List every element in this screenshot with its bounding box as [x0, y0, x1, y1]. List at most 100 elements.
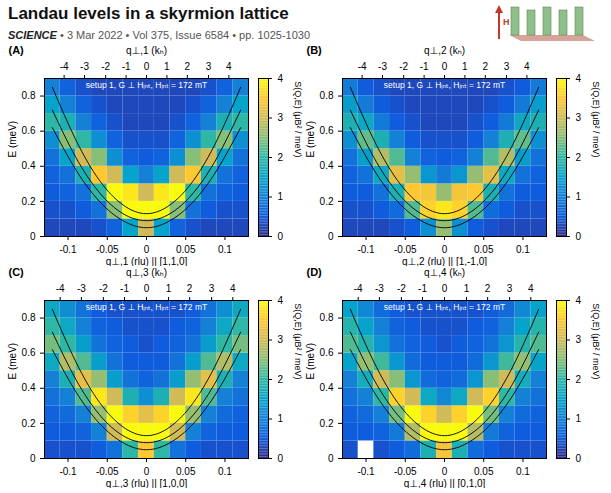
svg-text:-0.1: -0.1: [59, 466, 77, 477]
svg-text:2: 2: [576, 374, 582, 385]
svg-text:0: 0: [30, 231, 36, 242]
svg-text:0: 0: [144, 283, 150, 294]
svg-text:0: 0: [278, 231, 284, 242]
svg-text:-2: -2: [399, 61, 408, 72]
svg-text:4: 4: [230, 283, 236, 294]
svg-text:0: 0: [576, 231, 582, 242]
svg-text:0.05: 0.05: [474, 466, 494, 477]
svg-text:0.4: 0.4: [320, 160, 334, 171]
svg-text:2: 2: [278, 152, 284, 163]
svg-text:0: 0: [328, 231, 334, 242]
svg-text:0.1: 0.1: [218, 466, 232, 477]
svg-text:1: 1: [462, 61, 468, 72]
svg-text:4: 4: [226, 61, 232, 72]
svg-text:q⊥,1 (kₕ): q⊥,1 (kₕ): [126, 45, 167, 56]
svg-text:(C): (C): [9, 266, 25, 278]
svg-text:q⊥,3 (rlu) || [1,0,0]: q⊥,3 (rlu) || [1,0,0]: [106, 478, 188, 489]
svg-text:1: 1: [576, 413, 582, 424]
svg-text:-4: -4: [60, 61, 69, 72]
svg-text:3: 3: [209, 283, 215, 294]
svg-text:4: 4: [278, 73, 284, 84]
svg-text:2: 2: [576, 152, 582, 163]
svg-text:-0.05: -0.05: [96, 466, 119, 477]
svg-text:0: 0: [576, 453, 582, 464]
svg-text:-0.1: -0.1: [357, 244, 375, 255]
svg-text:-2: -2: [101, 61, 110, 72]
svg-text:1: 1: [166, 283, 172, 294]
svg-text:S(Q,E) (μB² / meV): S(Q,E) (μB² / meV): [293, 303, 303, 379]
svg-text:S(Q,E) (μB² / meV): S(Q,E) (μB² / meV): [293, 81, 303, 157]
svg-text:0.8: 0.8: [22, 312, 36, 323]
svg-text:q⊥,4 (kₕ): q⊥,4 (kₕ): [424, 267, 465, 278]
svg-text:H: H: [503, 17, 510, 27]
svg-text:3: 3: [278, 334, 284, 345]
svg-text:0.4: 0.4: [22, 382, 36, 393]
svg-text:0: 0: [328, 453, 334, 464]
svg-text:0: 0: [442, 244, 448, 255]
svg-text:0.6: 0.6: [320, 347, 334, 358]
svg-text:0: 0: [442, 61, 448, 72]
svg-text:E (meV): E (meV): [305, 343, 316, 380]
svg-text:4: 4: [576, 295, 582, 306]
svg-text:0: 0: [30, 453, 36, 464]
svg-text:S(Q,E) (μB² / meV): S(Q,E) (μB² / meV): [591, 81, 601, 157]
svg-text:-0.1: -0.1: [59, 244, 77, 255]
svg-text:0.05: 0.05: [176, 244, 196, 255]
svg-text:2: 2: [485, 283, 491, 294]
svg-text:0.4: 0.4: [320, 382, 334, 393]
svg-text:-3: -3: [375, 283, 384, 294]
svg-text:-0.05: -0.05: [96, 244, 119, 255]
svg-text:E (meV): E (meV): [7, 121, 18, 158]
svg-text:0: 0: [278, 453, 284, 464]
svg-text:-0.05: -0.05: [394, 466, 417, 477]
svg-text:-1: -1: [420, 61, 429, 72]
svg-text:q⊥,3 (kₕ): q⊥,3 (kₕ): [126, 267, 167, 278]
svg-text:0.1: 0.1: [218, 244, 232, 255]
svg-text:1: 1: [278, 413, 284, 424]
svg-text:0.2: 0.2: [320, 418, 334, 429]
svg-text:(D): (D): [307, 266, 323, 278]
svg-text:-0.05: -0.05: [394, 244, 417, 255]
svg-text:4: 4: [576, 73, 582, 84]
svg-text:0.2: 0.2: [22, 196, 36, 207]
svg-text:0.8: 0.8: [22, 90, 36, 101]
svg-text:3: 3: [576, 112, 582, 123]
svg-text:4: 4: [528, 283, 534, 294]
svg-text:-0.1: -0.1: [357, 466, 375, 477]
svg-text:setup 1, G ⊥ Hᵢₙₜ, Hᵢₙₜ = 172: setup 1, G ⊥ Hᵢₙₜ, Hᵢₙₜ = 172 mT: [384, 302, 505, 312]
svg-text:3: 3: [206, 61, 212, 72]
svg-text:setup 1, G ⊥ Hᵢₙₜ, Hᵢₙₜ = 172: setup 1, G ⊥ Hᵢₙₜ, Hᵢₙₜ = 172 mT: [86, 302, 207, 312]
svg-text:1: 1: [464, 283, 470, 294]
svg-text:0.8: 0.8: [320, 90, 334, 101]
svg-text:q⊥,2 (kₕ): q⊥,2 (kₕ): [424, 45, 465, 56]
svg-text:2: 2: [278, 374, 284, 385]
svg-text:-2: -2: [397, 283, 406, 294]
svg-text:2: 2: [185, 61, 191, 72]
svg-text:1: 1: [278, 191, 284, 202]
svg-text:E (meV): E (meV): [305, 121, 316, 158]
svg-text:E (meV): E (meV): [7, 343, 18, 380]
svg-text:3: 3: [576, 334, 582, 345]
svg-text:2: 2: [187, 283, 193, 294]
svg-text:0.8: 0.8: [320, 312, 334, 323]
svg-text:-4: -4: [354, 283, 363, 294]
svg-text:2: 2: [483, 61, 489, 72]
svg-text:0.05: 0.05: [474, 244, 494, 255]
svg-text:0: 0: [442, 283, 448, 294]
svg-text:4: 4: [524, 61, 530, 72]
svg-text:q⊥,2 (rlu) || [1,-1,0]: q⊥,2 (rlu) || [1,-1,0]: [402, 256, 487, 267]
svg-text:0: 0: [144, 466, 150, 477]
svg-text:-4: -4: [56, 283, 65, 294]
svg-text:0.6: 0.6: [22, 347, 36, 358]
svg-text:0.2: 0.2: [320, 196, 334, 207]
svg-text:q⊥,4 (rlu) || [0,1,0]: q⊥,4 (rlu) || [0,1,0]: [404, 478, 486, 489]
svg-text:-1: -1: [120, 283, 129, 294]
svg-text:-4: -4: [358, 61, 367, 72]
svg-text:(B): (B): [307, 44, 323, 56]
svg-text:3: 3: [278, 112, 284, 123]
svg-text:0: 0: [442, 466, 448, 477]
svg-text:1: 1: [576, 191, 582, 202]
svg-text:-3: -3: [80, 61, 89, 72]
svg-text:0: 0: [144, 244, 150, 255]
svg-text:0.1: 0.1: [516, 244, 530, 255]
